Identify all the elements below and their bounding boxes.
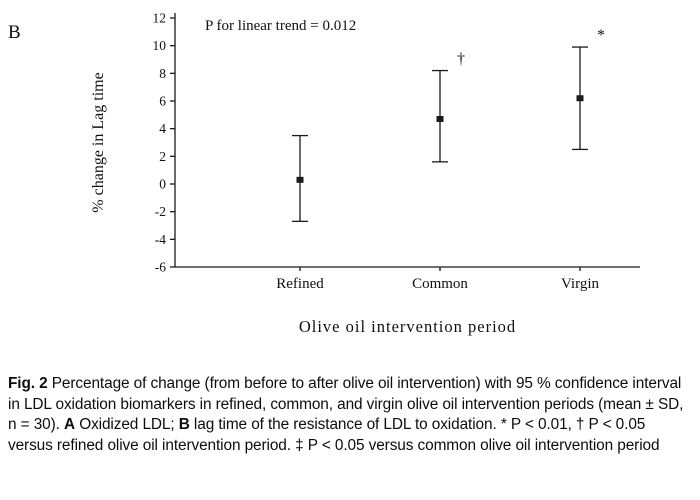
lag-time-error-bar-chart: 12 10 8 6 4 2 0 -2 -4 -6 % change in Lag time P for… bbox=[90, 11, 640, 336]
mean-marker bbox=[436, 115, 444, 122]
figure-caption: Fig. 2 Percentage of change (from before… bbox=[8, 374, 694, 457]
y-tick-label: 6 bbox=[159, 94, 166, 109]
trend-annotation: P for linear trend = 0.012 bbox=[205, 18, 356, 34]
y-tick-label: 8 bbox=[159, 66, 166, 81]
y-tick-label: 4 bbox=[159, 121, 166, 136]
caption-segment: Fig. 2 bbox=[8, 375, 48, 392]
x-axis-title: Olive oil intervention period bbox=[299, 317, 516, 336]
caption-segment: lag time of the resistance of LDL to oxi… bbox=[8, 416, 660, 454]
caption-segment: Oxidized LDL; bbox=[75, 416, 179, 434]
x-tick-label: Virgin bbox=[561, 276, 599, 292]
x-tick-label: Refined bbox=[276, 276, 324, 292]
panel-label: B bbox=[8, 22, 21, 43]
y-axis-title: % change in Lag time bbox=[90, 72, 107, 212]
caption-segment: B bbox=[178, 416, 190, 434]
y-tick-label: 10 bbox=[153, 38, 167, 53]
y-tick-label: -6 bbox=[155, 260, 166, 275]
y-tick-label: -4 bbox=[155, 232, 166, 247]
x-tick-label: Common bbox=[412, 276, 468, 292]
caption-segment: A bbox=[64, 416, 76, 434]
mean-marker bbox=[296, 176, 304, 183]
y-tick-label: 0 bbox=[159, 177, 166, 192]
y-tick-label: 12 bbox=[153, 11, 167, 26]
y-tick-label: 2 bbox=[159, 149, 166, 164]
significance-marker: † bbox=[457, 51, 465, 68]
y-tick-label: -2 bbox=[155, 204, 166, 219]
mean-marker bbox=[576, 95, 584, 102]
caption-segment: Percentage of change (from before to aft… bbox=[8, 375, 684, 434]
significance-marker: * bbox=[597, 27, 605, 44]
